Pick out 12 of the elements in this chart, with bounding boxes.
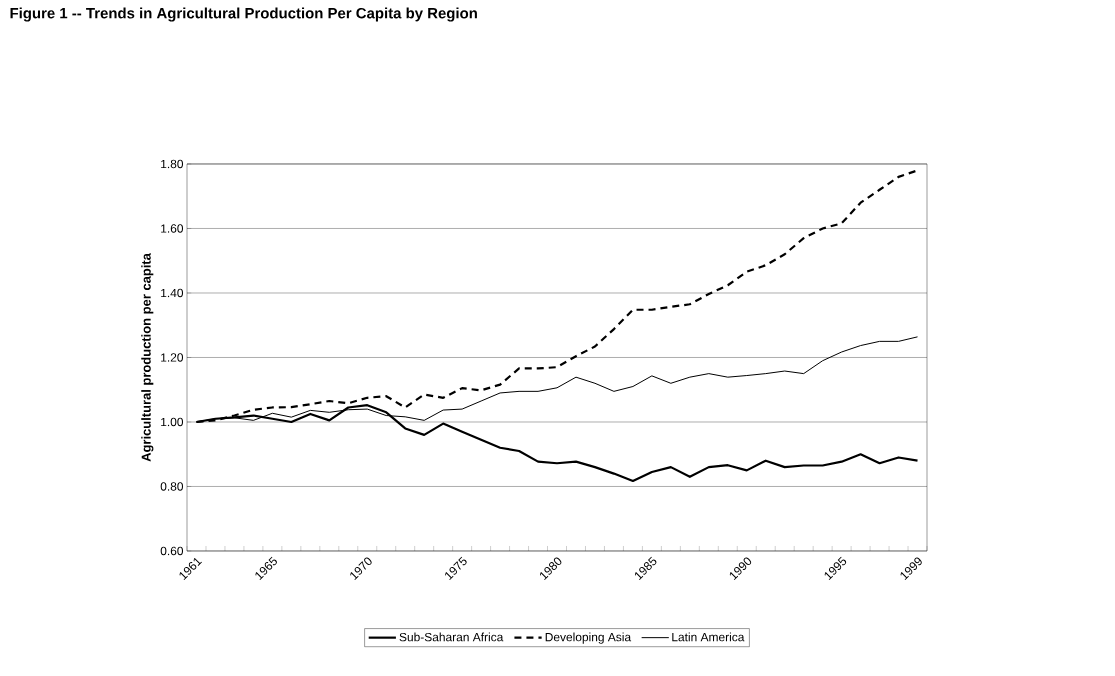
y-tick-label: 1.80 bbox=[161, 159, 184, 169]
y-tick-label: 0.60 bbox=[160, 546, 184, 556]
legend-label: Developing Asia bbox=[545, 632, 632, 644]
y-tick-label: 1.40 bbox=[161, 288, 184, 298]
y-tick-label: 0.80 bbox=[160, 482, 184, 491]
y-tick-label: 1.60 bbox=[161, 224, 184, 233]
y-axis-title: Agricultural production per capita bbox=[141, 253, 154, 462]
legend-label: Latin America bbox=[672, 632, 745, 642]
legend-label: Sub-Saharan Africa bbox=[399, 632, 504, 642]
chart-title: Figure 1 -- Trends in Agricultural Production Per Capita by Region bbox=[10, 7, 477, 22]
y-tick-label: 1.00 bbox=[161, 417, 184, 427]
y-tick-label: 1.20 bbox=[161, 353, 184, 362]
